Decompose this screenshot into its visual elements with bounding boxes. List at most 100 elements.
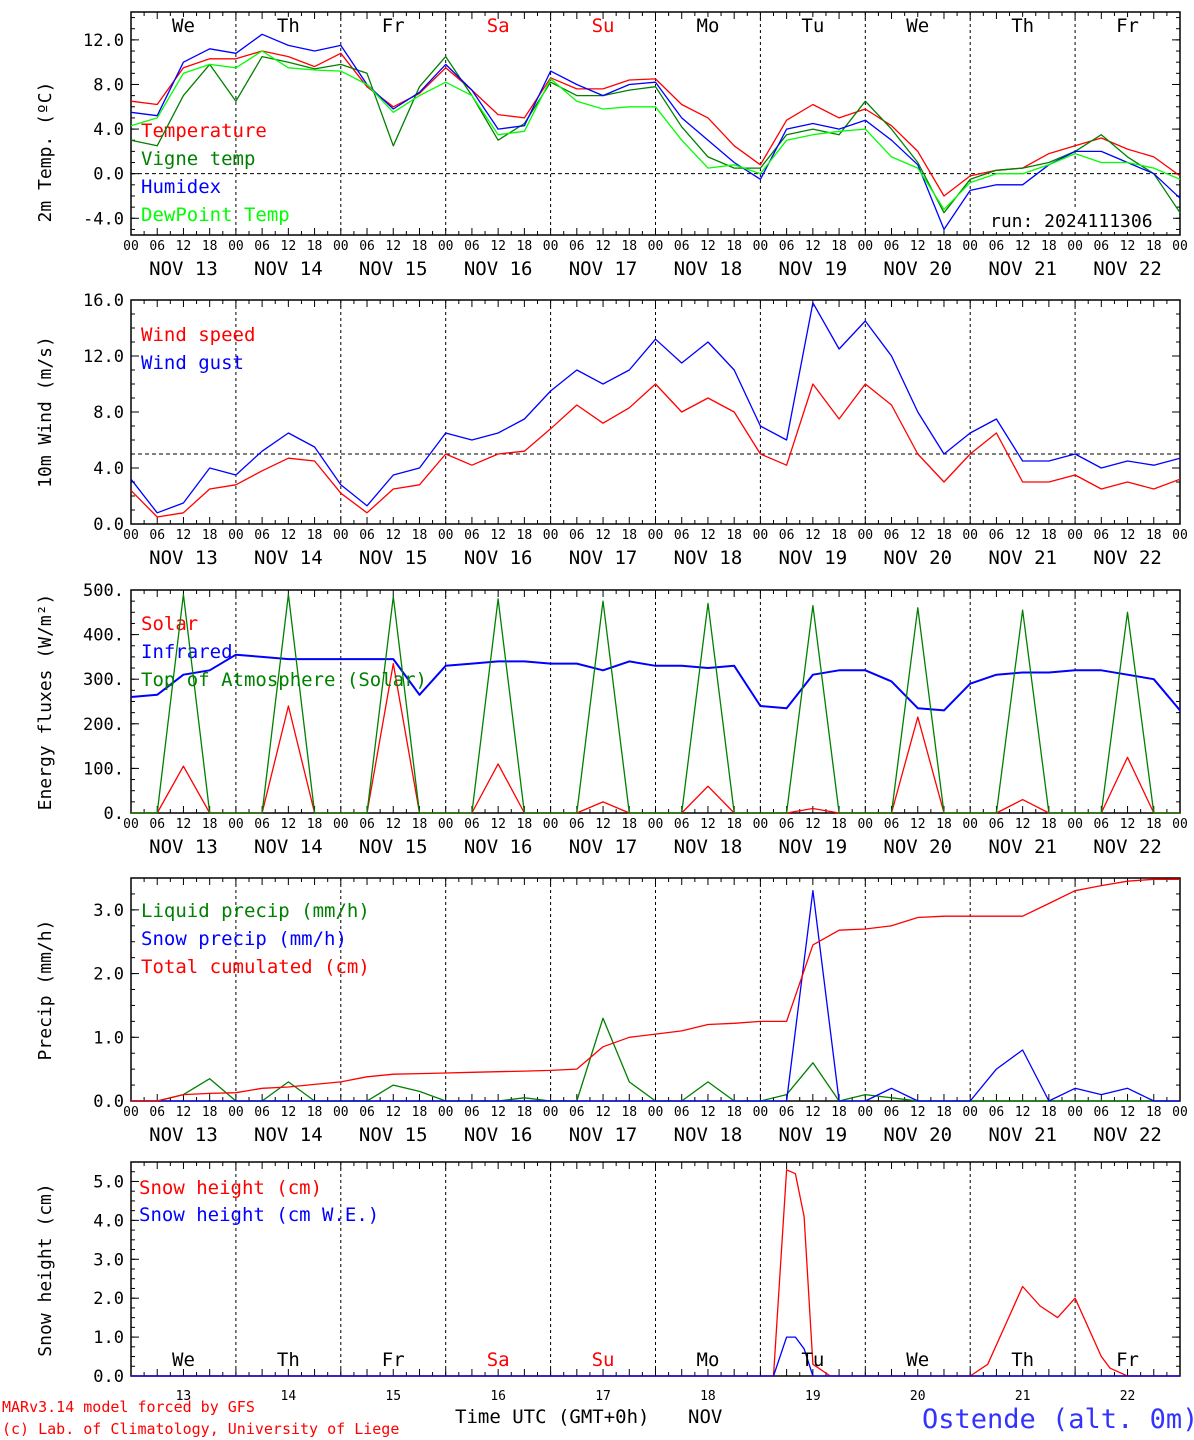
y-tick-label: 100. [83, 759, 124, 779]
y-tick-label: 3.0 [93, 901, 124, 921]
date-label: NOV 19 [779, 258, 848, 280]
hour-label: 12 [1120, 817, 1136, 832]
hour-label: 06 [989, 528, 1005, 543]
hour-label: 12 [910, 817, 926, 832]
hour-label: 18 [1041, 528, 1057, 543]
legend-entry: Wind speed [141, 324, 255, 346]
day-label: Tu [801, 1349, 824, 1371]
day-label: We [172, 15, 195, 37]
hour-label: 18 [831, 528, 847, 543]
hour-label: 06 [464, 817, 480, 832]
hour-label: 12 [700, 528, 716, 543]
hour-label: 18 [936, 1105, 952, 1120]
date-label: NOV 20 [883, 1124, 952, 1146]
hour-label: 06 [569, 817, 585, 832]
day-label: Mo [697, 15, 720, 37]
series-line [130, 302, 1181, 514]
series-line [130, 50, 1181, 211]
legend-entry: Solar [141, 613, 198, 635]
hour-label: 00 [228, 817, 244, 832]
hour-label: 06 [674, 528, 690, 543]
y-tick-label: 0.0 [93, 1092, 124, 1112]
hour-label: 12 [805, 528, 821, 543]
hour-label: 00 [1067, 528, 1083, 543]
hour-label: 00 [543, 817, 559, 832]
day-label: Sa [487, 15, 510, 37]
legend-entry: Liquid precip (mm/h) [141, 900, 370, 922]
hour-label: 12 [490, 817, 506, 832]
day-number-label: 17 [595, 1389, 611, 1404]
hour-label: 18 [621, 239, 637, 254]
hour-label: 18 [412, 1105, 428, 1120]
y-tick-label: 2.0 [93, 965, 124, 985]
hour-label: 18 [621, 817, 637, 832]
hour-label: 06 [884, 239, 900, 254]
hour-label: 06 [1093, 528, 1109, 543]
hour-label: 00 [543, 528, 559, 543]
chart-panel-4: 3.0 2.0 1.0 0.0 Precip (mm/h) Liquid precip (… [35, 877, 1188, 1146]
date-label: NOV 19 [779, 547, 848, 569]
hour-label: 00 [648, 528, 664, 543]
day-label: Th [277, 15, 300, 37]
day-number-label: 18 [700, 1389, 716, 1404]
day-label: Fr [382, 15, 405, 37]
day-label: Th [277, 1349, 300, 1371]
hour-label: 18 [621, 1105, 637, 1120]
hour-label: 12 [176, 239, 192, 254]
hour-label: 06 [989, 1105, 1005, 1120]
hour-label: 12 [910, 528, 926, 543]
hour-label: 00 [1067, 1105, 1083, 1120]
hour-label: 06 [1093, 817, 1109, 832]
hour-label: 06 [254, 1105, 270, 1120]
legend-entry: Snow height (cm W.E.) [139, 1204, 379, 1226]
legend-entry: Infrared [141, 641, 233, 663]
date-label: NOV 21 [988, 1124, 1057, 1146]
hour-label: 00 [857, 817, 873, 832]
day-number-label: 13 [176, 1389, 192, 1404]
hour-label: 12 [281, 1105, 297, 1120]
day-label: We [906, 15, 929, 37]
series-line [131, 1336, 1180, 1377]
chart-panel-2: 16.0 12.0 8.0 4.0 0.0 10m Wind (m/s) Wind spee… [35, 291, 1188, 569]
footer: MARv3.14 model forced by GFS (c) Lab. of… [2, 1398, 1194, 1438]
hour-label: 00 [333, 528, 349, 543]
hour-label: 06 [254, 817, 270, 832]
hour-label: 18 [1146, 1105, 1162, 1120]
y-axis-label: 2m Temp. (ºC) [35, 82, 56, 223]
hour-label: 12 [490, 1105, 506, 1120]
hour-label: 00 [438, 239, 454, 254]
hour-label: 06 [884, 817, 900, 832]
hour-label: 00 [648, 817, 664, 832]
day-number-label: 21 [1015, 1389, 1031, 1404]
hour-label: 18 [202, 1105, 218, 1120]
hour-label: 12 [385, 817, 401, 832]
day-label: Th [1011, 1349, 1034, 1371]
day-number-label: 14 [281, 1389, 297, 1404]
hour-label: 12 [1015, 239, 1031, 254]
y-axis-label: Snow height (cm) [35, 1183, 56, 1356]
hour-label: 18 [517, 239, 533, 254]
hour-label: 12 [805, 239, 821, 254]
y-tick-label: 500. [83, 581, 124, 601]
hour-label: 00 [123, 239, 139, 254]
date-label: NOV 17 [569, 258, 638, 280]
hour-label: 00 [1172, 239, 1188, 254]
series-line [131, 878, 1180, 1102]
hour-label: 06 [674, 239, 690, 254]
hour-label: 18 [1146, 817, 1162, 832]
hour-label: 12 [805, 817, 821, 832]
hour-label: 12 [385, 239, 401, 254]
hour-label: 18 [831, 239, 847, 254]
hour-label: 12 [490, 528, 506, 543]
hour-label: 12 [490, 239, 506, 254]
hour-label: 18 [936, 817, 952, 832]
hour-label: 00 [753, 1105, 769, 1120]
hour-label: 06 [569, 1105, 585, 1120]
hour-label: 18 [307, 528, 323, 543]
hour-label: 00 [123, 817, 139, 832]
hour-label: 06 [359, 1105, 375, 1120]
hour-label: 00 [962, 817, 978, 832]
day-label: Mo [697, 1349, 720, 1371]
date-label: NOV 22 [1093, 547, 1162, 569]
